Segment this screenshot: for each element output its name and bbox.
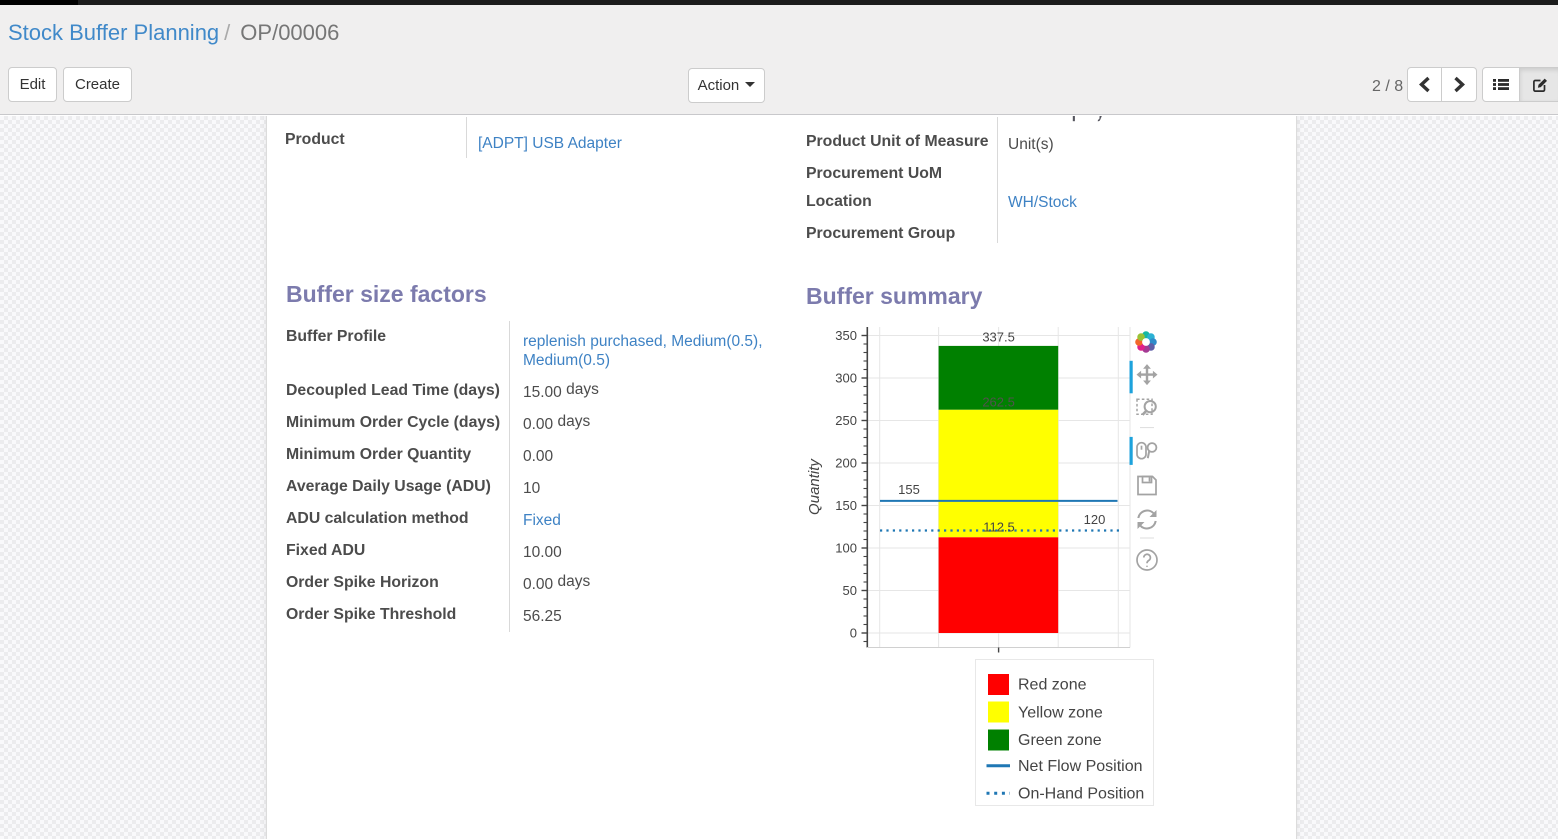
svg-text:Red zone: Red zone xyxy=(1018,677,1087,694)
svg-text:Green zone: Green zone xyxy=(1018,732,1102,749)
svg-text:100: 100 xyxy=(835,541,857,556)
svg-text:250: 250 xyxy=(835,413,857,428)
svg-text:155: 155 xyxy=(898,482,920,497)
svg-text:200: 200 xyxy=(835,456,857,471)
svg-text:Quantity: Quantity xyxy=(806,458,823,515)
svg-text:50: 50 xyxy=(843,583,857,598)
svg-text:Yellow zone: Yellow zone xyxy=(1018,704,1103,721)
svg-text:300: 300 xyxy=(835,371,857,386)
svg-text:262.5: 262.5 xyxy=(982,395,1015,410)
svg-text:On-Hand Position: On-Hand Position xyxy=(1018,786,1144,803)
svg-text:0: 0 xyxy=(850,626,857,641)
svg-text:350: 350 xyxy=(835,328,857,343)
svg-text:112.5: 112.5 xyxy=(983,520,1015,535)
svg-text:120: 120 xyxy=(1084,512,1106,527)
svg-text:Net Flow Position: Net Flow Position xyxy=(1018,758,1143,775)
svg-text:337.5: 337.5 xyxy=(982,330,1015,345)
svg-text:150: 150 xyxy=(835,498,857,513)
